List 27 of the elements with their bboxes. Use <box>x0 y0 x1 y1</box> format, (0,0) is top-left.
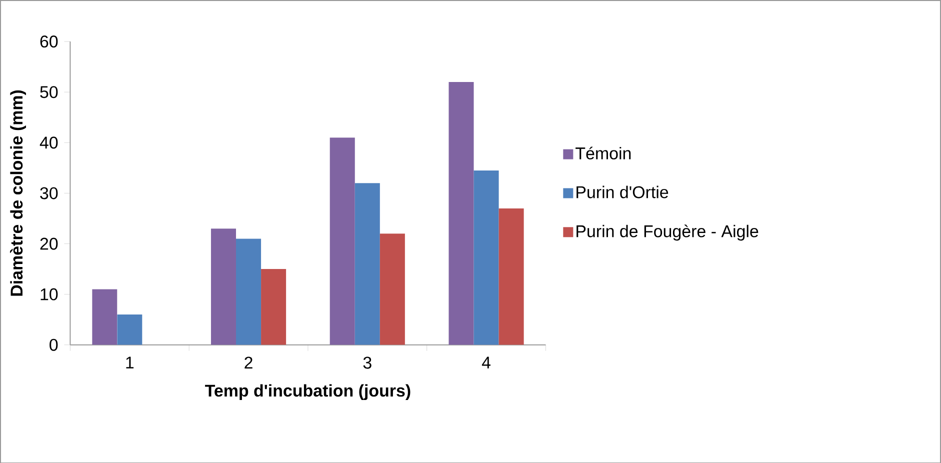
bar <box>380 233 405 345</box>
bar <box>117 314 142 345</box>
y-tick-label: 10 <box>40 288 58 300</box>
legend-label: Purin d'Ortie <box>576 186 668 198</box>
bar <box>210 228 236 345</box>
y-tick-label: 0 <box>50 338 58 351</box>
bar <box>236 238 262 345</box>
bar <box>474 170 499 345</box>
x-tick-label: 3 <box>363 356 372 368</box>
legend-label: Purin de Fougère - Aigle <box>576 224 758 240</box>
x-tick-label: 4 <box>482 356 490 368</box>
x-axis-title: Temp d'incubation (jours) <box>205 384 410 400</box>
legend-label: Témoin <box>576 146 631 160</box>
bar <box>448 82 474 345</box>
y-tick-label: 20 <box>40 238 58 250</box>
x-tick-label: 2 <box>244 356 252 368</box>
bar <box>330 137 355 345</box>
y-tick-label: 50 <box>40 86 58 98</box>
bar <box>354 182 380 345</box>
y-axis-title: Diamètre de colonie (mm) <box>10 90 26 296</box>
y-tick-label: 30 <box>40 186 58 199</box>
y-tick-label: 40 <box>40 136 58 148</box>
bar <box>261 268 286 345</box>
y-tick-label: 60 <box>40 35 58 48</box>
x-tick-label: 1 <box>126 356 134 368</box>
bar <box>92 289 118 345</box>
bar <box>498 208 524 345</box>
